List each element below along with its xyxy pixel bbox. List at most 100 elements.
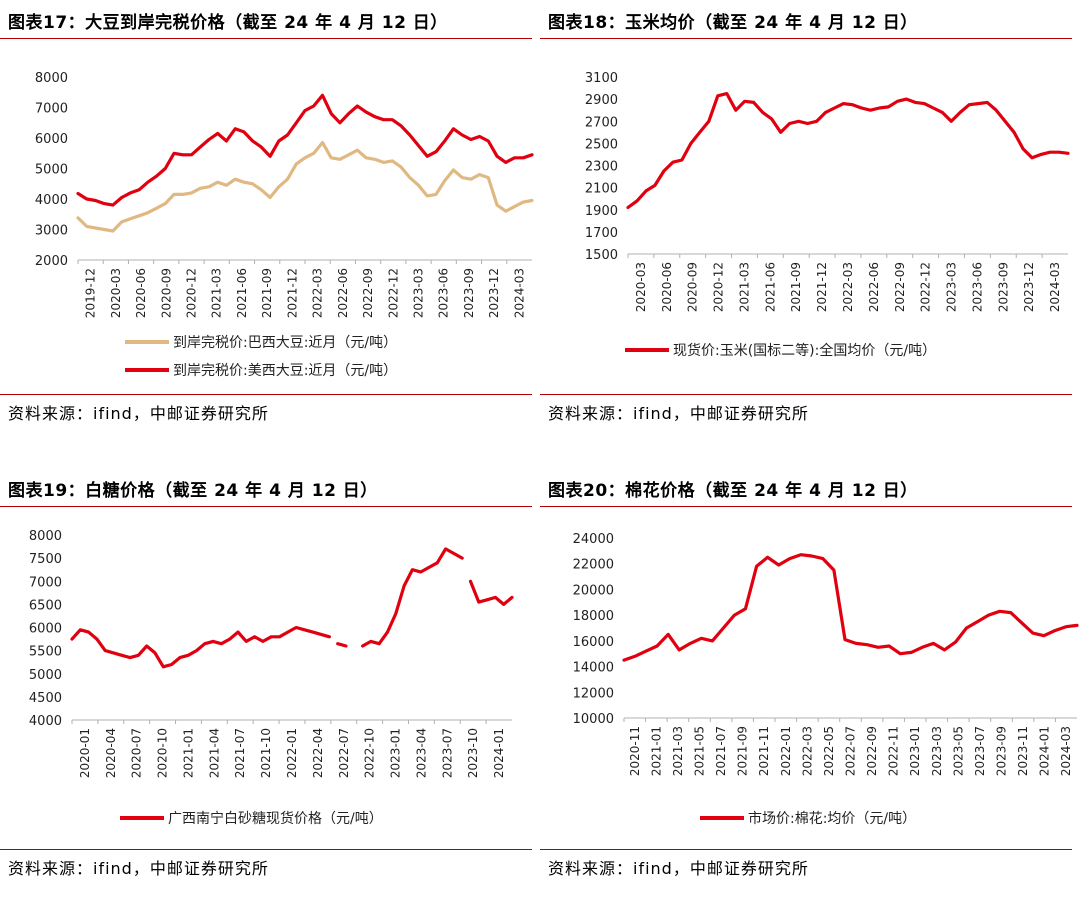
chart-title: 图表18：玉米均价（截至 24 年 4 月 12 日）	[548, 13, 918, 33]
x-tick-label: 2023-04	[414, 728, 428, 778]
x-tick-label: 2022-01	[779, 726, 793, 776]
source-rule	[540, 849, 1072, 850]
chart-panel-20: 图表20：棉花价格（截至 24 年 4 月 12 日） 10000 12000 14…	[540, 468, 1080, 913]
x-tick-label: 2023-03	[412, 268, 426, 318]
x-tick-label: 2020-07	[130, 728, 144, 778]
legend-label: 现货价:玉米(国标二等):全国均价（元/吨）	[673, 342, 936, 359]
chart-corn: 1500 1700 1900 2100 2300 2500 2700 2900 3100 2020…	[585, 71, 1070, 359]
chart-panel-17: 图表17：大豆到岸完税价格（截至 24 年 4 月 12 日） 2000 3000…	[0, 0, 540, 445]
x-tick-label: 2020-03	[109, 268, 123, 318]
x-tick-label: 2020-03	[634, 262, 648, 312]
y-tick-label: 7000	[29, 575, 62, 590]
title-rule	[0, 38, 532, 39]
x-tick-label: 2022-04	[311, 728, 325, 778]
x-tick-label: 2023-03	[930, 726, 944, 776]
y-tick-label: 10000	[573, 712, 614, 727]
y-tick-label: 22000	[573, 558, 614, 573]
y-tick-label: 24000	[573, 532, 614, 547]
series-line-1	[76, 93, 534, 207]
x-tick-label: 2024-01	[492, 728, 506, 778]
y-tick-label: 6000	[29, 622, 62, 637]
legend-label: 广西南宁白砂糖现货价格（元/吨）	[168, 810, 383, 827]
y-tick-label: 3100	[585, 71, 618, 86]
title-rule	[540, 506, 1072, 507]
x-tick-label: 2022-07	[337, 728, 351, 778]
y-tick-label: 6000	[35, 132, 68, 147]
series-line-0	[622, 553, 1079, 662]
x-tick-label: 2021-10	[259, 728, 273, 778]
chart-soybean: 2000 3000 4000 5000 6000 7000 8000 2019-12 2020-…	[35, 71, 534, 379]
y-tick-label: 3000	[35, 224, 68, 239]
y-tick-label: 5000	[35, 163, 68, 178]
y-tick-label: 4000	[29, 714, 62, 729]
x-tick-label: 2020-04	[104, 728, 118, 778]
x-tick-label: 2024-03	[1048, 262, 1062, 312]
chart-sugar: 4000 4500 5000 5500 6000 6500 7000 7500 8000 2020…	[29, 529, 514, 827]
title-rule	[540, 38, 1072, 39]
legend-label: 到岸完税价:巴西大豆:近月（元/吨）	[173, 335, 397, 351]
x-tick-label: 2021-01	[649, 726, 663, 776]
x-tick-label: 2023-05	[951, 726, 965, 776]
x-tick-label: 2022-07	[844, 726, 858, 776]
x-tick-label: 2021-04	[207, 728, 221, 778]
series-line-0	[626, 91, 1070, 210]
x-tick-label: 2022-03	[841, 262, 855, 312]
x-tick-label: 2023-01	[389, 728, 403, 778]
x-tick-label: 2023-12	[487, 268, 501, 318]
y-tick-label: 20000	[573, 583, 614, 598]
y-tick-label: 5000	[29, 668, 62, 683]
source-rule	[0, 394, 532, 395]
y-tick-label: 12000	[573, 686, 614, 701]
y-tick-label: 4000	[35, 193, 68, 208]
x-tick-label: 2023-09	[462, 268, 476, 318]
x-tick-label: 2022-11	[887, 726, 901, 776]
x-tick-label: 2022-01	[285, 728, 299, 778]
x-tick-label: 2021-03	[210, 268, 224, 318]
source-note: 资料来源：ifind，中邮证券研究所	[548, 859, 809, 878]
y-tick-label: 18000	[573, 609, 614, 624]
x-tick-label: 2023-06	[437, 268, 451, 318]
x-tick-label: 2022-09	[361, 268, 375, 318]
x-tick-label: 2023-10	[466, 728, 480, 778]
x-tick-label: 2020-10	[156, 728, 170, 778]
x-tick-label: 2021-07	[233, 728, 247, 778]
x-tick-label: 2023-07	[973, 726, 987, 776]
legend-label: 市场价:棉花:均价（元/吨）	[748, 810, 916, 827]
x-tick-label: 2022-09	[865, 726, 879, 776]
source-note: 资料来源：ifind，中邮证券研究所	[548, 404, 809, 423]
y-tick-label: 7500	[29, 552, 62, 567]
x-tick-label: 2024-03	[1059, 726, 1073, 776]
x-tick-label: 2022-12	[386, 268, 400, 318]
x-tick-label: 2020-01	[78, 728, 92, 778]
y-tick-label: 2300	[585, 160, 618, 175]
chart-cotton: 10000 12000 14000 16000 18000 20000 22000 24000…	[573, 532, 1079, 827]
x-tick-label: 2019-12	[84, 268, 98, 318]
series-line-0	[76, 140, 534, 233]
x-tick-label: 2020-11	[628, 726, 642, 776]
chart-panel-18: 图表18：玉米均价（截至 24 年 4 月 12 日） 1500 1700 1900…	[540, 0, 1080, 445]
y-tick-label: 7000	[35, 102, 68, 117]
x-tick-label: 2022-06	[336, 268, 350, 318]
legend-label: 到岸完税价:美西大豆:近月（元/吨）	[173, 363, 397, 379]
x-tick-label: 2021-09	[736, 726, 750, 776]
y-tick-label: 4500	[29, 691, 62, 706]
x-tick-label: 2020-12	[712, 262, 726, 312]
y-tick-label: 2500	[585, 137, 618, 152]
y-tick-label: 14000	[573, 661, 614, 676]
x-tick-label: 2021-01	[181, 728, 195, 778]
x-tick-label: 2022-03	[311, 268, 325, 318]
source-rule	[0, 849, 532, 850]
y-tick-label: 8000	[35, 71, 68, 86]
y-tick-label: 2100	[585, 182, 618, 197]
series-line-0	[361, 547, 464, 648]
source-rule	[540, 394, 1072, 395]
source-note: 资料来源：ifind，中邮证券研究所	[8, 859, 269, 878]
x-tick-label: 2021-06	[235, 268, 249, 318]
x-tick-label: 2024-03	[512, 268, 526, 318]
x-tick-label: 2020-09	[686, 262, 700, 312]
x-tick-label: 2021-11	[757, 726, 771, 776]
x-tick-label: 2021-06	[763, 262, 777, 312]
x-tick-label: 2023-03	[945, 262, 959, 312]
x-tick-label: 2022-09	[893, 262, 907, 312]
series-line-0	[336, 642, 348, 648]
